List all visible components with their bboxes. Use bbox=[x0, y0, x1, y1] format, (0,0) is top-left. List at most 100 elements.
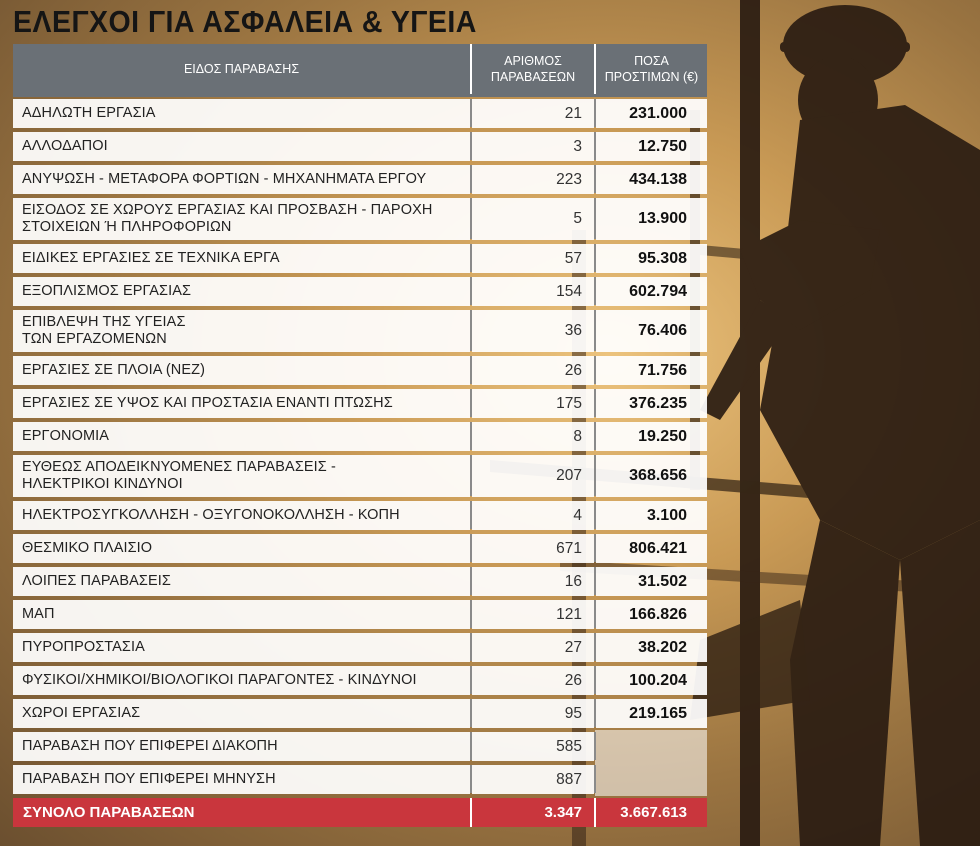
violation-type-line1: ΠΥΡΟΠΡΟΣΤΑΣΙΑ bbox=[22, 638, 145, 655]
table-row: ΧΩΡΟΙ ΕΡΓΑΣΙΑΣ 95 219.165 bbox=[13, 696, 707, 730]
violation-count: 154 bbox=[470, 274, 595, 308]
violation-type-line1: ΑΝΥΨΩΣΗ - ΜΕΤΑΦΟΡΑ ΦΟΡΤΙΩΝ - ΜΗΧΑΝΗΜΑΤΑ … bbox=[22, 170, 427, 187]
table-row: ΕΞΟΠΛΙΣΜΟΣ ΕΡΓΑΣΙΑΣ 154 602.794 bbox=[13, 274, 707, 308]
violation-fines: 602.794 bbox=[594, 274, 707, 308]
violation-type-line1: ΕΡΓΟΝΟΜΙΑ bbox=[22, 427, 110, 444]
column-header-count: ΑΡΙΘΜΟΣ ΠΑΡΑΒΑΣΕΩΝ bbox=[470, 44, 595, 97]
violation-fines: 19.250 bbox=[594, 419, 707, 453]
table-row: ΗΛΕΚΤΡΟΣΥΓΚΟΛΛΗΣΗ - ΟΞΥΓΟΝΟΚΟΛΛΗΣΗ - ΚΟΠ… bbox=[13, 498, 707, 532]
violation-fines: 13.900 bbox=[594, 195, 707, 242]
violation-type: ΕΙΣΟΔΟΣ ΣΕ ΧΩΡΟΥΣ ΕΡΓΑΣΙΑΣ ΚΑΙ ΠΡΟΣΒΑΣΗ … bbox=[13, 196, 471, 242]
table-row: ΕΙΔΙΚΕΣ ΕΡΓΑΣΙΕΣ ΣΕ ΤΕΧΝΙΚΑ ΕΡΓΑ 57 95.3… bbox=[13, 241, 707, 275]
violation-type: ΑΝΥΨΩΣΗ - ΜΕΤΑΦΟΡΑ ΦΟΡΤΙΩΝ - ΜΗΧΑΝΗΜΑΤΑ … bbox=[13, 163, 471, 196]
violation-type: ΕΡΓΑΣΙΕΣ ΣΕ ΥΨΟΣ ΚΑΙ ΠΡΟΣΤΑΣΙΑ ΕΝΑΝΤΙ ΠΤ… bbox=[13, 387, 471, 420]
table-row: ΑΛΛΟΔΑΠΟΙ 3 12.750 bbox=[13, 129, 707, 163]
violation-type: ΕΡΓΟΝΟΜΙΑ bbox=[13, 420, 471, 453]
violation-fines: 12.750 bbox=[594, 129, 707, 163]
violation-type: ΦΥΣΙΚΟΙ/ΧΗΜΙΚΟΙ/ΒΙΟΛΟΓΙΚΟΙ ΠΑΡΑΓΟΝΤΕΣ - … bbox=[13, 664, 471, 697]
table-row: ΑΔΗΛΩΤΗ ΕΡΓΑΣΙΑ 21 231.000 bbox=[13, 96, 707, 130]
violation-count: 5 bbox=[470, 195, 595, 242]
violation-type: ΛΟΙΠΕΣ ΠΑΡΑΒΑΣΕΙΣ bbox=[13, 565, 471, 598]
violation-count: 21 bbox=[470, 96, 595, 130]
violation-count: 27 bbox=[470, 630, 595, 664]
violation-type-line1: ΕΡΓΑΣΙΕΣ ΣΕ ΠΛΟΙΑ (ΝΕΖ) bbox=[22, 361, 206, 378]
violation-fines: 166.826 bbox=[594, 597, 707, 631]
table-header-row: ΕΙΔΟΣ ΠΑΡΑΒΑΣΗΣ ΑΡΙΘΜΟΣ ΠΑΡΑΒΑΣΕΩΝ ΠΟΣΑ … bbox=[13, 44, 707, 97]
table-row: ΕΥΘΕΩΣ ΑΠΟΔΕΙΚΝΥΟΜΕΝΕΣ ΠΑΡΑΒΑΣΕΙΣ - ΗΛΕΚΤ… bbox=[13, 452, 707, 499]
violation-type-line2: ΗΛΕΚΤΡΙΚΟΙ ΚΙΝΔΥΝΟΙ bbox=[22, 475, 183, 492]
violation-type-line1: ΑΛΛΟΔΑΠΟΙ bbox=[22, 137, 108, 154]
table-row: ΦΥΣΙΚΟΙ/ΧΗΜΙΚΟΙ/ΒΙΟΛΟΓΙΚΟΙ ΠΑΡΑΓΟΝΤΕΣ - … bbox=[13, 663, 707, 697]
violation-fines: 31.502 bbox=[594, 564, 707, 598]
violation-count: 26 bbox=[470, 663, 595, 697]
violation-count: 671 bbox=[470, 531, 595, 565]
violation-type-line1: ΕΞΟΠΛΙΣΜΟΣ ΕΡΓΑΣΙΑΣ bbox=[22, 282, 192, 299]
violation-count: 4 bbox=[470, 498, 595, 532]
violation-type-line1: ΜΑΠ bbox=[22, 605, 55, 622]
table-row: ΕΠΙΒΛΕΨΗ ΤΗΣ ΥΓΕΙΑΣ ΤΩΝ ΕΡΓΑΖΟΜΕΝΩΝ 36 76… bbox=[13, 307, 707, 354]
violation-count: 95 bbox=[470, 696, 595, 730]
total-count: 3.347 bbox=[470, 795, 595, 827]
violation-count: 585 bbox=[470, 729, 595, 763]
table-row: ΠΑΡΑΒΑΣΗ ΠΟΥ ΕΠΙΦΕΡΕΙ ΜΗΝΥΣΗ 887 bbox=[13, 762, 707, 796]
violation-type-line1: ΕΙΣΟΔΟΣ ΣΕ ΧΩΡΟΥΣ ΕΡΓΑΣΙΑΣ ΚΑΙ ΠΡΟΣΒΑΣΗ … bbox=[22, 201, 433, 218]
violation-type: ΠΑΡΑΒΑΣΗ ΠΟΥ ΕΠΙΦΕΡΕΙ ΜΗΝΥΣΗ bbox=[13, 763, 471, 796]
violation-type-line1: ΦΥΣΙΚΟΙ/ΧΗΜΙΚΟΙ/ΒΙΟΛΟΓΙΚΟΙ ΠΑΡΑΓΟΝΤΕΣ - … bbox=[22, 671, 417, 688]
violation-fines: 219.165 bbox=[594, 696, 707, 730]
violation-count: 26 bbox=[470, 353, 595, 387]
table-row: ΕΡΓΑΣΙΕΣ ΣΕ ΠΛΟΙΑ (ΝΕΖ) 26 71.756 bbox=[13, 353, 707, 387]
violation-type: ΗΛΕΚΤΡΟΣΥΓΚΟΛΛΗΣΗ - ΟΞΥΓΟΝΟΚΟΛΛΗΣΗ - ΚΟΠ… bbox=[13, 499, 471, 532]
violation-count: 8 bbox=[470, 419, 595, 453]
violation-type-line2: ΤΩΝ ΕΡΓΑΖΟΜΕΝΩΝ bbox=[22, 330, 167, 347]
violation-type-line1: ΕΡΓΑΣΙΕΣ ΣΕ ΥΨΟΣ ΚΑΙ ΠΡΟΣΤΑΣΙΑ ΕΝΑΝΤΙ ΠΤ… bbox=[22, 394, 393, 411]
violation-count: 175 bbox=[470, 386, 595, 420]
violation-fines: 368.656 bbox=[594, 452, 707, 499]
violation-count: 887 bbox=[470, 762, 595, 796]
violation-type: ΕΡΓΑΣΙΕΣ ΣΕ ΠΛΟΙΑ (ΝΕΖ) bbox=[13, 354, 471, 387]
violation-fines: 806.421 bbox=[594, 531, 707, 565]
column-header-count-line2: ΠΑΡΑΒΑΣΕΩΝ bbox=[490, 70, 576, 84]
table-row: ΘΕΣΜΙΚΟ ΠΛΑΙΣΙΟ 671 806.421 bbox=[13, 531, 707, 565]
table-row: ΠΥΡΟΠΡΟΣΤΑΣΙΑ 27 38.202 bbox=[13, 630, 707, 664]
violation-count: 223 bbox=[470, 162, 595, 196]
violation-type-line1: ΘΕΣΜΙΚΟ ΠΛΑΙΣΙΟ bbox=[22, 539, 153, 556]
violation-fines: 95.308 bbox=[594, 241, 707, 275]
violation-type: ΕΥΘΕΩΣ ΑΠΟΔΕΙΚΝΥΟΜΕΝΕΣ ΠΑΡΑΒΑΣΕΙΣ - ΗΛΕΚΤ… bbox=[13, 453, 471, 499]
violation-type-line1: ΕΥΘΕΩΣ ΑΠΟΔΕΙΚΝΥΟΜΕΝΕΣ ΠΑΡΑΒΑΣΕΙΣ - bbox=[22, 458, 336, 475]
violation-type-line1: ΑΔΗΛΩΤΗ ΕΡΓΑΣΙΑ bbox=[22, 104, 156, 121]
violation-type-line1: ΕΙΔΙΚΕΣ ΕΡΓΑΣΙΕΣ ΣΕ ΤΕΧΝΙΚΑ ΕΡΓΑ bbox=[22, 249, 280, 266]
table-row: ΜΑΠ 121 166.826 bbox=[13, 597, 707, 631]
violation-fines: 434.138 bbox=[594, 162, 707, 196]
violation-count: 207 bbox=[470, 452, 595, 499]
table-body: ΑΔΗΛΩΤΗ ΕΡΓΑΣΙΑ 21 231.000 ΑΛΛΟΔΑΠΟΙ 3 1… bbox=[13, 96, 707, 796]
violation-type: ΧΩΡΟΙ ΕΡΓΑΣΙΑΣ bbox=[13, 697, 471, 730]
total-row: ΣΥΝΟΛΟ ΠΑΡΑΒΑΣΕΩΝ 3.347 3.667.613 bbox=[13, 795, 707, 827]
violation-fines: 3.100 bbox=[594, 498, 707, 532]
violation-type-line1: ΧΩΡΟΙ ΕΡΓΑΣΙΑΣ bbox=[22, 704, 141, 721]
table-row: ΠΑΡΑΒΑΣΗ ΠΟΥ ΕΠΙΦΕΡΕΙ ΔΙΑΚΟΠΗ 585 bbox=[13, 729, 707, 763]
violation-count: 36 bbox=[470, 307, 595, 354]
violations-table: ΕΙΔΟΣ ΠΑΡΑΒΑΣΗΣ ΑΡΙΘΜΟΣ ΠΑΡΑΒΑΣΕΩΝ ΠΟΣΑ … bbox=[13, 44, 707, 827]
table-row: ΛΟΙΠΕΣ ΠΑΡΑΒΑΣΕΙΣ 16 31.502 bbox=[13, 564, 707, 598]
violation-type-line1: ΠΑΡΑΒΑΣΗ ΠΟΥ ΕΠΙΦΕΡΕΙ ΜΗΝΥΣΗ bbox=[22, 770, 276, 787]
violation-fines: 71.756 bbox=[594, 353, 707, 387]
violation-type: ΠΥΡΟΠΡΟΣΤΑΣΙΑ bbox=[13, 631, 471, 664]
violation-fines: 376.235 bbox=[594, 386, 707, 420]
column-header-fines-line2: ΠΡΟΣΤΙΜΩΝ (€) bbox=[604, 70, 699, 84]
violation-type: ΑΛΛΟΔΑΠΟΙ bbox=[13, 130, 471, 163]
violation-type: ΘΕΣΜΙΚΟ ΠΛΑΙΣΙΟ bbox=[13, 532, 471, 565]
violation-fines: 100.204 bbox=[594, 663, 707, 697]
violation-fines: 38.202 bbox=[594, 630, 707, 664]
table-row: ΕΙΣΟΔΟΣ ΣΕ ΧΩΡΟΥΣ ΕΡΓΑΣΙΑΣ ΚΑΙ ΠΡΟΣΒΑΣΗ … bbox=[13, 195, 707, 242]
violation-type: ΕΞΟΠΛΙΣΜΟΣ ΕΡΓΑΣΙΑΣ bbox=[13, 275, 471, 308]
violation-fines: 231.000 bbox=[594, 96, 707, 130]
violation-type-line1: ΛΟΙΠΕΣ ΠΑΡΑΒΑΣΕΙΣ bbox=[22, 572, 171, 589]
violation-count: 57 bbox=[470, 241, 595, 275]
violation-fines bbox=[594, 729, 707, 763]
violation-count: 121 bbox=[470, 597, 595, 631]
table-row: ΑΝΥΨΩΣΗ - ΜΕΤΑΦΟΡΑ ΦΟΡΤΙΩΝ - ΜΗΧΑΝΗΜΑΤΑ … bbox=[13, 162, 707, 196]
violation-type: ΜΑΠ bbox=[13, 598, 471, 631]
violation-type: ΕΠΙΒΛΕΨΗ ΤΗΣ ΥΓΕΙΑΣ ΤΩΝ ΕΡΓΑΖΟΜΕΝΩΝ bbox=[13, 308, 471, 354]
violation-fines: 76.406 bbox=[594, 307, 707, 354]
total-fines: 3.667.613 bbox=[594, 795, 707, 827]
